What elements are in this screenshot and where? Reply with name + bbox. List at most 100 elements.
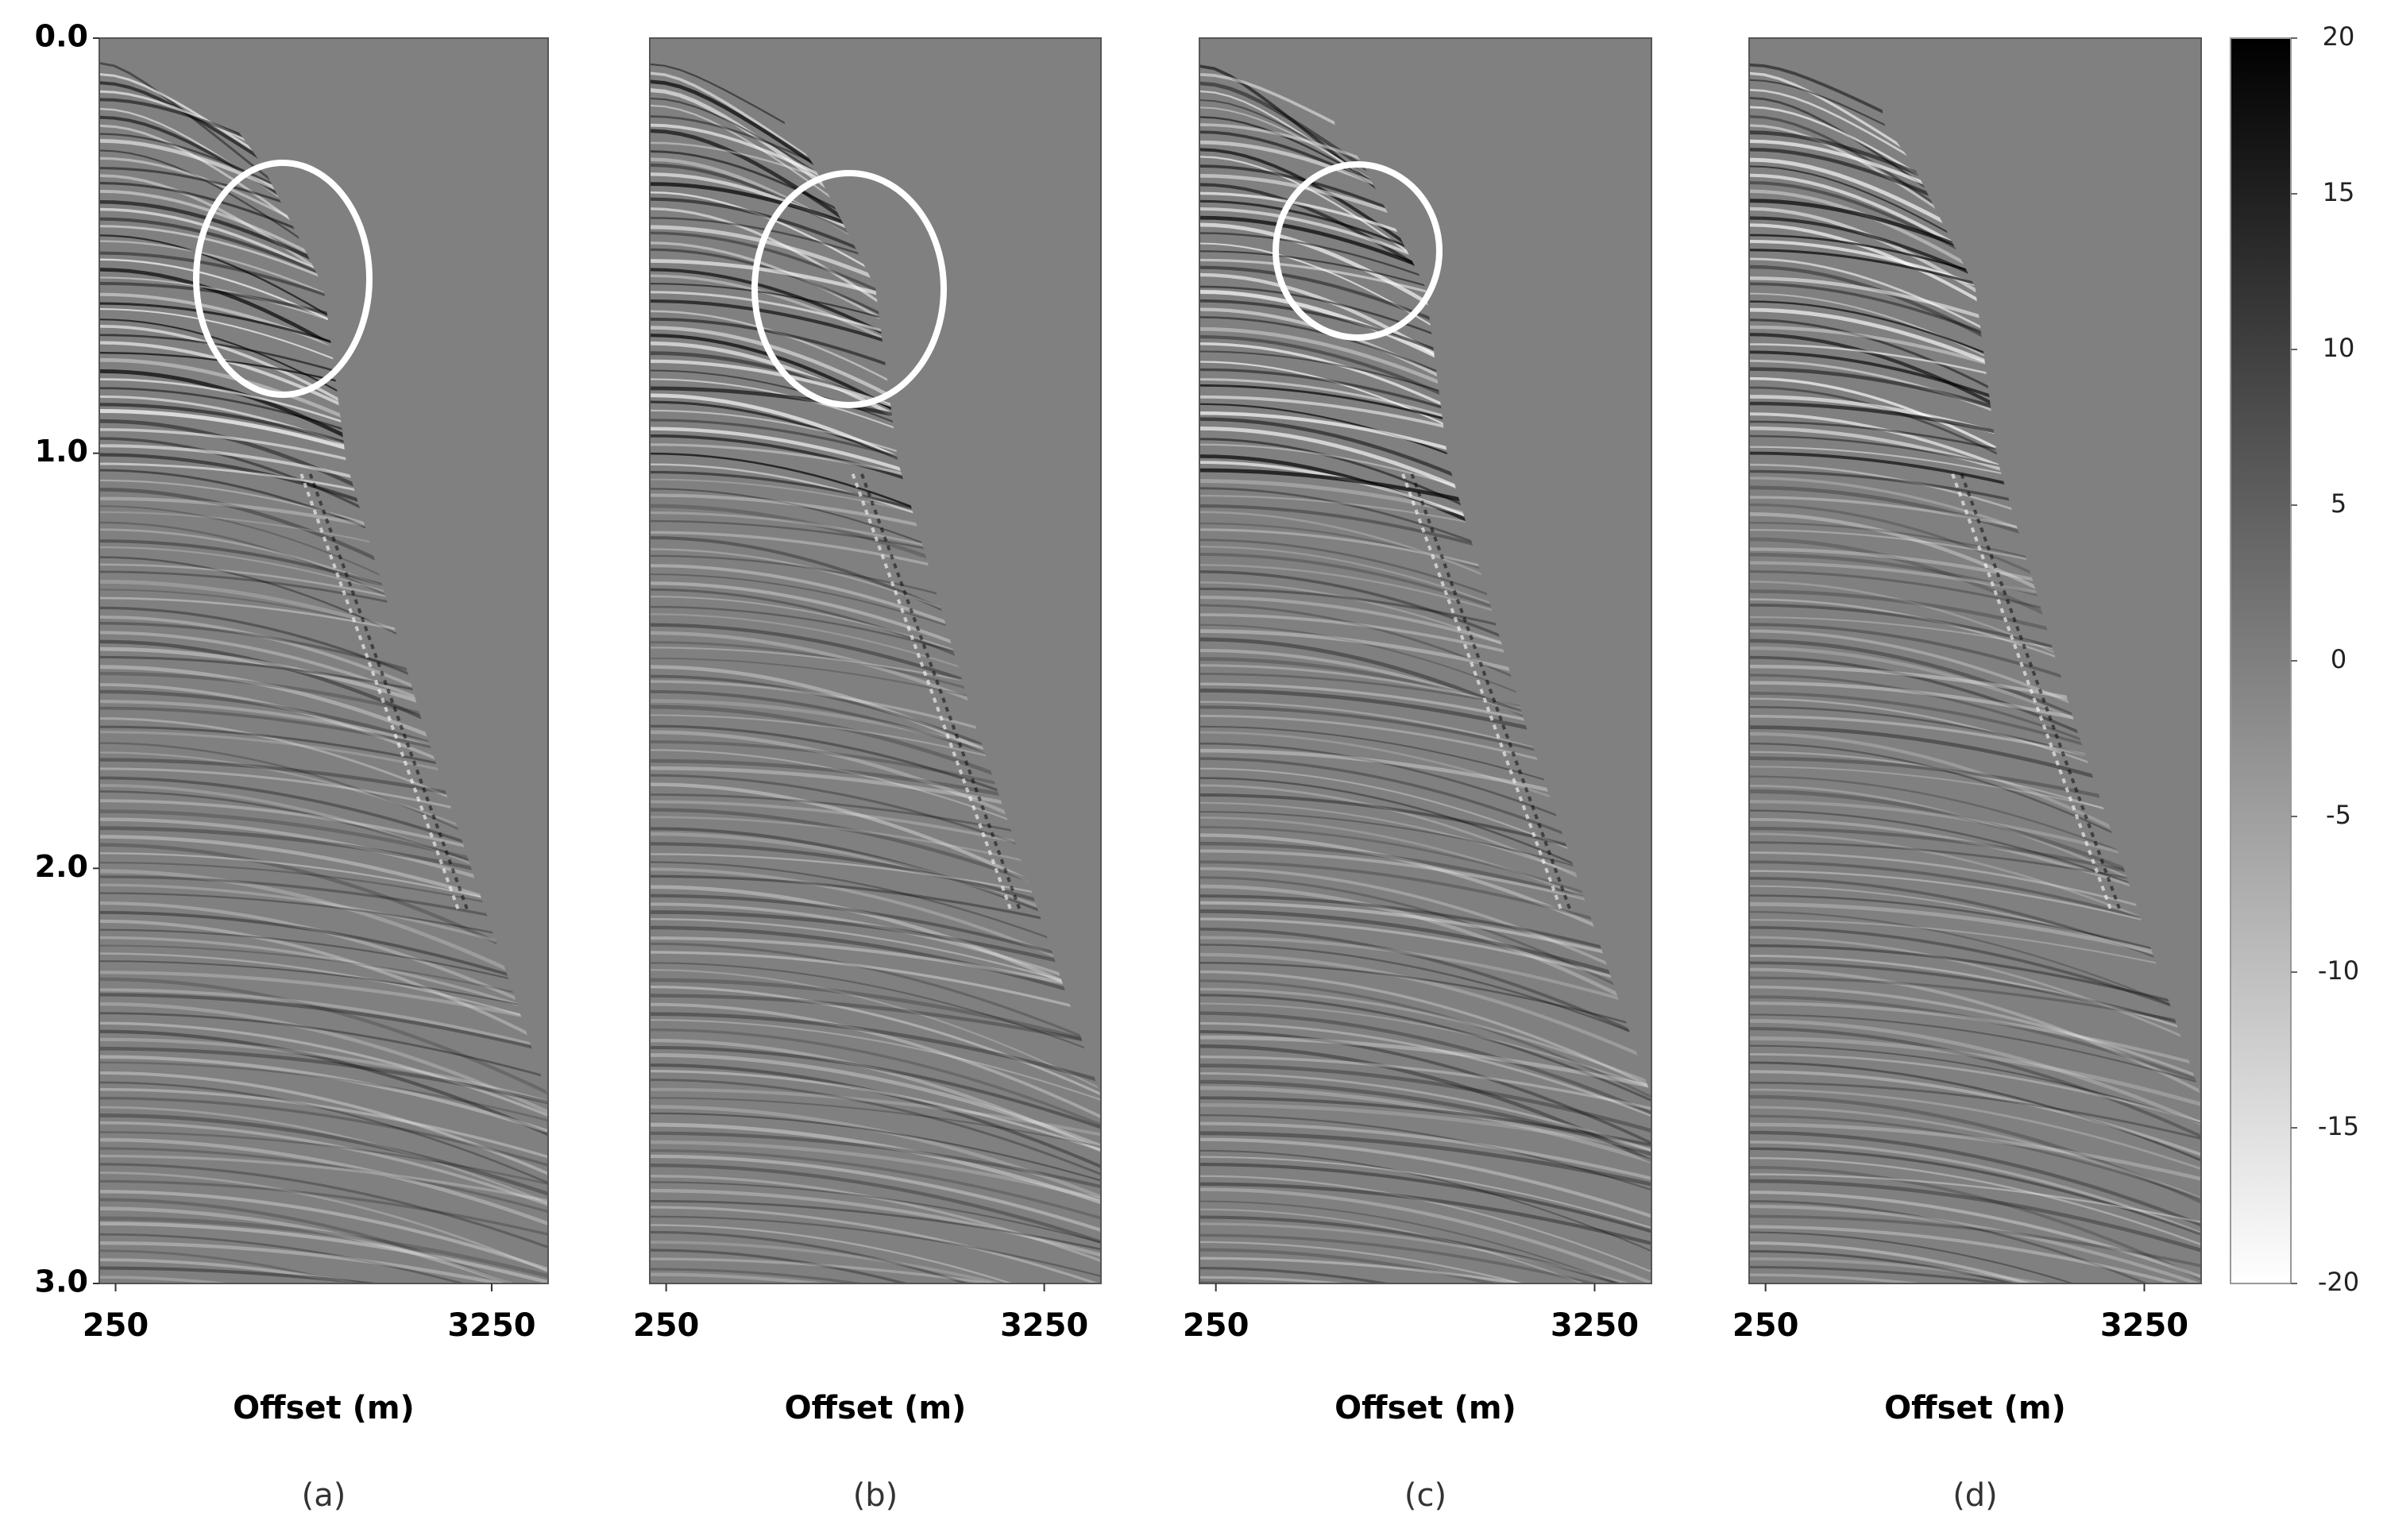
reflection [99,1012,548,1079]
reflection [1749,1273,1927,1283]
reflection [1749,955,2201,1036]
reflection [650,1045,1101,1129]
reflection [1749,894,2201,963]
reflection [650,1063,1101,1168]
reflection [650,1199,1101,1251]
reflection [1749,841,2201,894]
reflection [99,843,548,970]
reflection [650,902,1101,990]
reflection [1749,919,2201,974]
reflection [1749,1036,2201,1106]
seismic-image [99,38,548,1283]
reflection [1199,825,1651,917]
reflection [99,883,548,957]
reflection [1199,1182,1651,1245]
reflection [650,985,1101,1096]
reflection [99,1179,548,1236]
reflection [1199,979,1651,1098]
reflection [99,901,548,1015]
reflection [1199,1248,1499,1283]
reflection [1199,1200,1620,1283]
reflection [1749,817,2201,913]
colorbar-tick-label: -10 [2318,955,2359,986]
reflection [650,1097,1101,1148]
panel-frame [98,37,549,1284]
diagonal-event [1410,473,1572,911]
reflection [650,1087,1101,1137]
reflection [1749,1204,2201,1283]
reflection [1199,1002,1651,1089]
reflection [1199,1121,1651,1180]
reflection [650,1163,1101,1244]
reflection [650,1028,1101,1126]
reflection [99,928,548,989]
reflection [1199,1149,1651,1252]
reflection [1749,1231,2076,1283]
reflection [99,1190,548,1272]
reflection [1749,995,2201,1083]
reflection [99,1241,508,1283]
reflection [1749,1081,2201,1140]
diagonal-event [1960,473,2122,911]
reflection [1199,1011,1651,1115]
diagonal-event [299,473,460,911]
reflection [1199,994,1651,1102]
reflection [650,1002,1101,1118]
reflection [1749,1013,2201,1084]
x-tick-label: 250 [83,1307,149,1344]
colorbar-tick-label: -5 [2326,800,2351,830]
reflection [1199,784,1651,914]
x-tick-label: 3250 [1000,1307,1088,1344]
reflection [1199,1079,1651,1156]
y-tick-label: 2.0 [35,849,88,884]
x-tick-label: 250 [633,1307,700,1344]
reflection [1199,1086,1651,1164]
reflection [99,1055,548,1133]
diagonal-event [860,473,1022,911]
reflection [99,1137,548,1225]
x-axis-label: Offset (m) [233,1390,415,1426]
reflection [1199,936,1651,1010]
reflection [650,1188,1101,1257]
reflection [99,1037,548,1104]
reflection [99,1258,364,1283]
reflection [1749,1241,2034,1283]
colorbar-tick-label: 10 [2323,333,2355,363]
panel-caption: (c) [1404,1477,1446,1514]
reflection [1749,944,2201,1011]
reflection [99,1131,548,1185]
reflection [99,1154,548,1202]
reflection [99,1121,548,1206]
reflection [99,952,548,1025]
reflection [1749,1106,2201,1200]
reflection [1749,1114,2201,1201]
x-tick-label: 3250 [1551,1307,1639,1344]
reflection [1199,961,1651,1031]
reflection [1199,1241,1525,1283]
reflection [1199,1137,1651,1218]
reflection [99,835,548,920]
reflection [99,1071,548,1175]
reflection [99,869,548,990]
reflection [650,917,1101,994]
panel-frame [1199,37,1652,1284]
reflection [1199,1266,1392,1283]
reflection [650,925,1101,1002]
reflection [1749,885,2201,972]
reflection [650,1272,831,1283]
reflection [99,817,548,901]
seismic-image [1749,38,2201,1283]
reflection [99,1021,548,1117]
reflection [1199,1072,1651,1152]
reflection [650,1230,971,1283]
reflection [1749,967,2201,1094]
reflection [1199,1256,1528,1283]
reflection [1199,1163,1651,1233]
reflection [1749,1094,2201,1204]
reflection [99,1081,548,1184]
reflection [1199,1035,1651,1089]
reflection [1199,1063,1651,1133]
reflection [650,1105,1101,1199]
reflection [650,1079,1101,1175]
